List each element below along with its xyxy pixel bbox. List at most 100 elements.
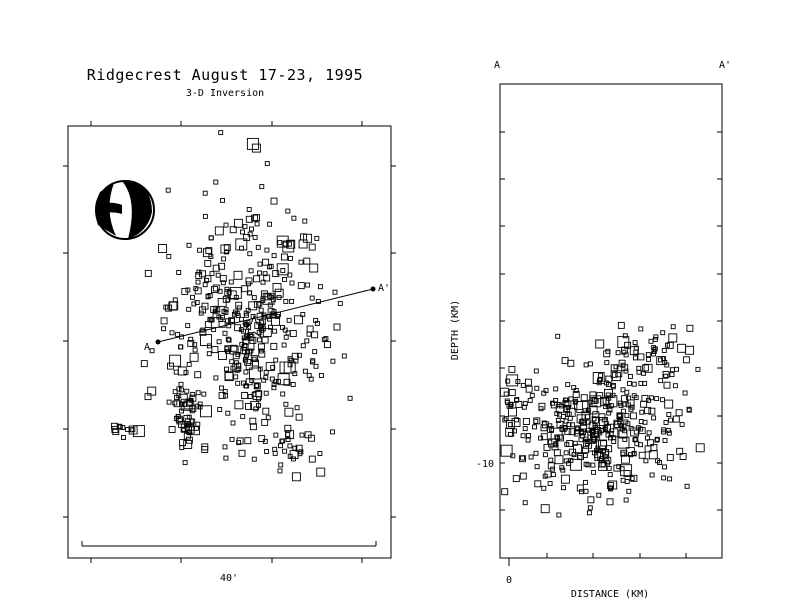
section-event-marker <box>560 474 570 484</box>
section-event-marker <box>660 397 665 403</box>
section-event-marker <box>661 427 667 433</box>
section-event-marker <box>583 436 589 442</box>
section-event-marker <box>567 359 575 367</box>
section-event-marker <box>631 450 637 456</box>
map-event-marker <box>229 345 239 355</box>
map-event-marker <box>229 317 235 323</box>
section-event-marker <box>583 362 589 368</box>
map-event-marker <box>130 427 136 433</box>
section-event-marker <box>499 387 509 397</box>
map-event-marker <box>252 359 259 367</box>
section-event-marker <box>623 419 629 425</box>
map-event-marker <box>180 398 193 411</box>
map-event-marker <box>273 432 279 438</box>
section-event-marker <box>684 483 690 489</box>
section-event-marker <box>522 426 528 432</box>
section-event-marker <box>571 385 577 391</box>
map-event-marker <box>290 456 296 462</box>
section-event-marker <box>649 472 655 478</box>
map-event-marker <box>286 317 292 323</box>
map-event-marker <box>305 282 311 288</box>
section-start-point <box>155 339 161 345</box>
map-event-marker <box>179 408 184 414</box>
map-event-marker <box>333 323 341 331</box>
section-y-ticks <box>500 131 722 511</box>
map-event-marker <box>247 251 253 257</box>
map-event-marker <box>121 435 126 440</box>
section-event-marker <box>646 356 652 362</box>
map-event-marker <box>276 311 282 317</box>
map-event-marker <box>263 274 271 282</box>
section-event-marker <box>503 416 509 422</box>
map-event-marker <box>251 295 257 301</box>
map-event-marker <box>245 378 253 386</box>
map-event-marker <box>298 259 304 265</box>
map-event-marker <box>262 438 268 444</box>
map-event-marker <box>277 373 290 386</box>
section-start-label: A <box>144 342 150 353</box>
section-event-marker <box>606 403 612 409</box>
section-event-marker <box>553 449 561 457</box>
section-event-marker <box>640 400 648 408</box>
section-event-marker <box>620 449 628 457</box>
section-event-marker <box>646 397 651 403</box>
map-event-marker <box>186 306 192 312</box>
map-subtitle: 3-D Inversion <box>185 88 265 99</box>
section-event-marker <box>603 350 611 358</box>
section-event-marker <box>668 417 673 423</box>
map-event-marker <box>347 395 353 401</box>
section-event-marker <box>563 397 569 403</box>
section-event-marker <box>624 413 630 419</box>
section-event-marker <box>627 399 635 407</box>
section-event-marker <box>520 455 526 461</box>
map-event-marker <box>298 239 308 249</box>
section-event-marker <box>620 387 626 393</box>
map-event-marker <box>186 361 192 367</box>
map-event-marker <box>272 450 278 456</box>
section-event-marker <box>629 404 635 410</box>
section-event-marker <box>665 427 671 433</box>
map-event-marker <box>294 315 303 325</box>
section-event-marker <box>621 395 628 403</box>
map-event-marker <box>282 448 288 454</box>
section-event-marker <box>660 330 666 336</box>
map-event-marker <box>202 213 208 219</box>
section-event-marker <box>577 453 584 461</box>
section-event-marker <box>643 363 653 373</box>
map-event-marker <box>224 346 230 352</box>
section-event-marker <box>638 451 646 459</box>
section-event-marker <box>636 369 642 375</box>
map-event-marker <box>283 298 289 304</box>
section-event-marker <box>534 480 542 488</box>
section-event-marker <box>666 453 674 461</box>
map-event-marker <box>271 253 277 259</box>
map-event-marker <box>191 301 197 307</box>
section-event-marker <box>619 466 625 472</box>
map-event-marker <box>295 413 303 421</box>
map-event-marker <box>249 378 255 383</box>
section-event-marker <box>553 386 559 392</box>
map-event-marker <box>176 393 182 399</box>
map-event-marker <box>235 351 241 357</box>
section-event-marker <box>533 418 539 424</box>
section-event-marker <box>573 387 579 393</box>
map-event-marker <box>287 443 293 449</box>
section-event-marker <box>555 435 561 441</box>
section-event-marker <box>609 428 619 438</box>
map-event-marker <box>177 366 187 376</box>
section-event-marker <box>610 384 616 390</box>
section-event-marker <box>553 398 559 403</box>
map-event-marker <box>234 400 244 410</box>
section-event-marker <box>606 410 612 416</box>
map-event-marker <box>181 426 187 432</box>
map-event-marker <box>214 226 224 236</box>
section-event-marker <box>533 450 539 456</box>
map-event-marker <box>213 179 219 185</box>
map-event-marker <box>161 326 167 332</box>
section-event-marker <box>542 473 548 479</box>
section-event-marker <box>674 366 679 372</box>
section-event-marker <box>627 380 632 386</box>
section-event-marker <box>525 437 531 443</box>
section-event-marker <box>598 372 604 378</box>
section-event-marker <box>506 403 512 409</box>
